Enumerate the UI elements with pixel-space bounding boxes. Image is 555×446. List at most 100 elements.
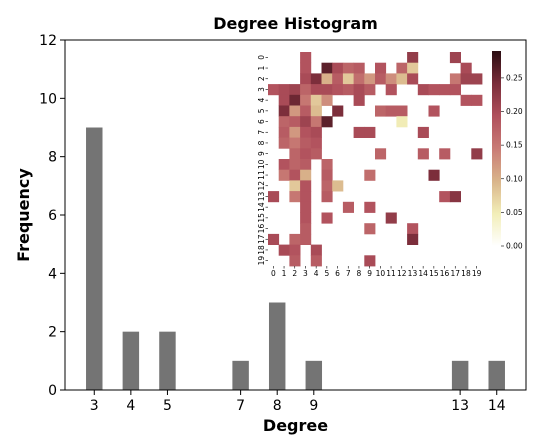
heatmap-cell	[449, 73, 461, 85]
heatmap-cell	[342, 73, 354, 85]
x-tick-label: 9	[309, 398, 318, 414]
colorbar-tick-label: 0.15	[506, 141, 523, 150]
heatmap-cell	[428, 169, 440, 181]
heatmap-cell	[268, 191, 280, 203]
heatmap-cell	[278, 116, 290, 128]
heatmap-cell	[364, 169, 376, 181]
heatmap-cell	[289, 84, 301, 96]
heatmap-col-label: 7	[346, 269, 351, 278]
x-tick-label: 7	[236, 398, 245, 414]
heatmap-cell	[375, 105, 387, 117]
heatmap-row-label: 6	[257, 119, 266, 124]
y-axis-ticks: 0 2 4 6 8 10 12	[39, 33, 65, 399]
heatmap-cell	[439, 148, 451, 160]
heatmap-cell	[385, 84, 397, 96]
heatmap-col-label: 0	[271, 269, 276, 278]
heatmap-cell	[268, 233, 280, 245]
heatmap-cell	[407, 52, 419, 64]
heatmap-cell	[300, 233, 312, 245]
heatmap-cell	[300, 52, 312, 64]
heatmap-cell	[289, 233, 301, 245]
heatmap-cell	[300, 201, 312, 213]
heatmap-cell	[353, 84, 365, 96]
heatmap-cell	[364, 223, 376, 235]
plot-frame	[64, 39, 527, 391]
heatmap-cell	[278, 169, 290, 181]
heatmap-cell	[353, 62, 365, 74]
heatmap-cell	[300, 116, 312, 128]
heatmap-col-label: 12	[397, 269, 407, 278]
heatmap-cell	[300, 191, 312, 203]
heatmap-cell	[289, 116, 301, 128]
heatmap-col-label: 13	[408, 269, 418, 278]
heatmap-cell	[471, 73, 483, 85]
heatmap-cell	[460, 73, 472, 85]
heatmap-cell	[321, 116, 333, 128]
heatmap-col-label: 6	[335, 269, 340, 278]
heatmap-cell	[417, 126, 429, 138]
heatmap-cell	[321, 191, 333, 203]
heatmap-cell	[321, 62, 333, 74]
heatmap-cell	[278, 244, 290, 256]
heatmap-cell	[289, 255, 301, 267]
heatmap-cell	[278, 94, 290, 106]
heatmap-cell	[428, 105, 440, 117]
heatmap-cell	[289, 137, 301, 149]
y-tick-label: 8	[48, 150, 57, 166]
heatmap-cell	[300, 84, 312, 96]
heatmap-cell	[300, 73, 312, 85]
heatmap-cell	[300, 94, 312, 106]
heatmap-col-label: 17	[450, 269, 460, 278]
heatmap-cell	[417, 148, 429, 160]
heatmap-cell	[342, 62, 354, 74]
heatmap-cell	[278, 105, 290, 117]
heatmap-cell	[396, 62, 408, 74]
heatmap-cell	[342, 201, 354, 213]
heatmap-cell	[289, 94, 301, 106]
heatmap-cell	[407, 223, 419, 235]
heatmap-cell	[364, 126, 376, 138]
histogram-bar	[305, 360, 323, 390]
y-tick-label: 0	[48, 383, 57, 399]
heatmap-row-label: 17	[257, 234, 266, 244]
heatmap-row-label: 3	[257, 87, 266, 92]
x-tick-label: 14	[488, 398, 506, 414]
colorbar-tick-label: 0.00	[506, 242, 523, 251]
heatmap-cell	[310, 148, 322, 160]
heatmap-cell	[332, 73, 344, 85]
heatmap-cell	[278, 84, 290, 96]
heatmap-col-label: 10	[376, 269, 386, 278]
histogram-bar	[268, 302, 286, 390]
heatmap-cell	[268, 84, 280, 96]
heatmap-cell	[407, 62, 419, 74]
y-tick-label: 12	[39, 33, 57, 49]
heatmap-cell	[471, 148, 483, 160]
heatmap-col-label: 14	[418, 269, 428, 278]
x-axis-ticks: 3 4 5 7 8 9 13 14	[90, 390, 506, 414]
histogram-bar	[451, 360, 469, 390]
heatmap-col-label: 19	[472, 269, 482, 278]
heatmap-cell	[278, 126, 290, 138]
heatmap-col-label: 9	[367, 269, 372, 278]
heatmap-row-label: 0	[257, 55, 266, 60]
heatmap-cell	[332, 105, 344, 117]
heatmap-cell	[300, 169, 312, 181]
x-axis-title: Degree	[263, 416, 328, 435]
heatmap-col-label: 8	[357, 269, 362, 278]
heatmap-cell	[310, 137, 322, 149]
y-tick-label: 10	[39, 91, 57, 107]
heatmap-row-label: 16	[257, 224, 266, 234]
heatmap-cell	[300, 180, 312, 192]
colorbar-gradient	[492, 51, 501, 246]
heatmap-cell	[278, 159, 290, 171]
heatmap-cell	[407, 73, 419, 85]
histogram-bar	[122, 331, 140, 390]
y-tick-label: 2	[48, 325, 57, 341]
heatmap-row-label: 13	[257, 191, 266, 201]
heatmap-cell	[321, 94, 333, 106]
heatmap-cell	[310, 73, 322, 85]
colorbar-tick-label: 0.25	[506, 73, 523, 82]
heatmap-cell	[310, 105, 322, 117]
heatmap-cell	[460, 94, 472, 106]
